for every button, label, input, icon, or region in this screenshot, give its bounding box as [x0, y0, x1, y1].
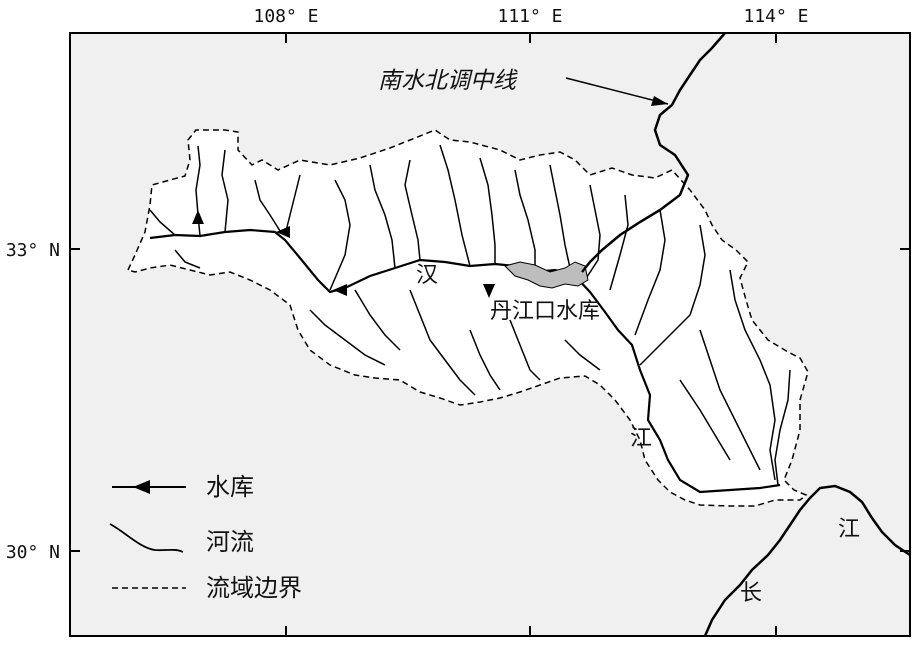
tributary-river — [409, 289, 476, 396]
jiang-label-right: 江 — [838, 517, 860, 542]
lon-tick-114: 114° E — [743, 6, 808, 27]
tributary-river — [369, 164, 396, 269]
tributary-river — [149, 209, 176, 236]
tributary-river — [439, 144, 471, 267]
lat-tick-33: 33° N — [6, 240, 60, 261]
legend-river-label: 河流 — [206, 528, 254, 556]
tributary-river — [404, 159, 421, 261]
lon-tick-108: 108° E — [253, 6, 318, 27]
legend: 水库 河流 流域边界 — [109, 473, 302, 602]
tributary-river — [549, 164, 571, 269]
tributary-river — [729, 269, 776, 481]
lon-tick-111: 111° E — [497, 6, 562, 27]
tributary-river — [564, 339, 601, 371]
reservoir-marker-icon — [333, 284, 347, 296]
reservoir-markers — [192, 210, 495, 298]
tributary-river — [479, 157, 496, 264]
tributary-river — [639, 224, 706, 366]
route-leader-arrow-icon — [651, 96, 668, 106]
reservoir-marker-icon — [276, 226, 290, 238]
tributary-river — [584, 184, 601, 281]
han-label: 汉 — [416, 263, 438, 288]
river-network — [149, 144, 791, 494]
legend-boundary-label: 流域边界 — [206, 574, 302, 602]
lat-tick-30: 30° N — [6, 542, 60, 563]
tributary-river — [329, 179, 351, 291]
legend-reservoir-label: 水库 — [206, 473, 254, 501]
legend-reservoir-marker-icon — [133, 480, 150, 494]
route-label: 南水北调中线 — [378, 68, 518, 94]
tributary-river — [514, 169, 536, 272]
reservoir-marker-icon — [483, 284, 495, 298]
diversion-route-line — [581, 32, 726, 273]
reservoir-marker-icon — [192, 210, 204, 224]
tributary-river — [254, 179, 283, 235]
route-leader-line — [565, 77, 669, 105]
tributary-river — [679, 379, 731, 461]
reservoir-area — [504, 261, 589, 289]
tributary-river — [221, 149, 229, 233]
jiang-label-left: 江 — [630, 426, 652, 451]
tributary-river — [509, 319, 541, 381]
tributary-river — [609, 194, 629, 291]
reservoir-label: 丹江口水库 — [490, 299, 600, 324]
tributary-river — [174, 249, 201, 269]
yangtze-river — [703, 484, 911, 637]
tributary-river — [774, 369, 791, 486]
tributary-river — [634, 209, 666, 336]
chang-label: 长 — [740, 581, 762, 606]
tributary-river — [284, 174, 301, 236]
tributary-river — [354, 289, 401, 351]
tributary-river — [469, 329, 501, 391]
legend-river-symbol-icon — [109, 523, 184, 553]
tributary-river — [699, 329, 761, 471]
tributary-river — [309, 309, 386, 366]
